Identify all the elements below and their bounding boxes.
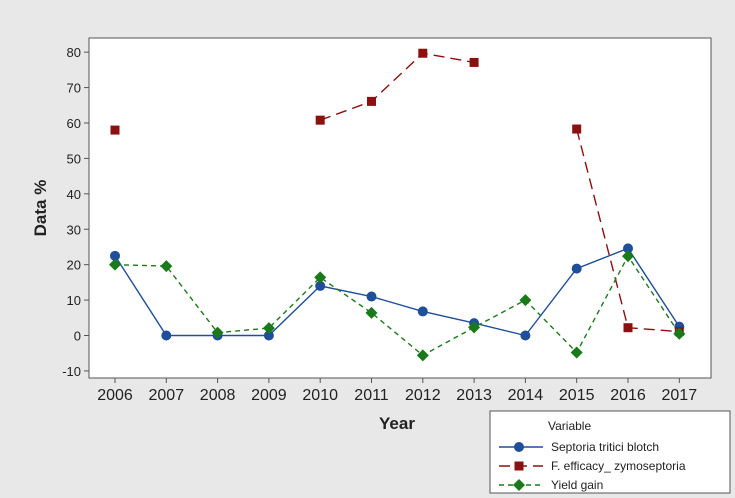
data-point-efficacy	[623, 323, 633, 333]
data-point-septoria	[571, 263, 582, 274]
data-point-yield-gain	[211, 326, 224, 339]
y-tick-label: -10	[62, 364, 81, 379]
data-point-efficacy	[315, 115, 325, 125]
data-point-yield-gain	[468, 321, 481, 334]
legend-box	[489, 410, 731, 494]
x-tick-label: 2010	[302, 387, 338, 404]
legend-marker-septoria	[514, 442, 524, 452]
series-layer	[109, 48, 686, 362]
y-tick-label: 30	[67, 222, 81, 237]
legend-marker-yield-gain	[513, 479, 525, 491]
data-point-yield-gain	[673, 327, 686, 340]
y-tick-label: 80	[67, 45, 81, 60]
data-point-septoria	[520, 330, 531, 341]
x-tick-label: 2016	[610, 387, 646, 404]
y-tick-label: 50	[67, 151, 81, 166]
legend-items: Septoria tritici blotch F. efficacy_ zymo…	[499, 440, 686, 492]
data-point-septoria	[417, 306, 428, 317]
legend-label-efficacy: F. efficacy_ zymoseptoria	[551, 459, 686, 473]
legend-title: Variable	[548, 419, 591, 433]
x-tick-label: 2015	[559, 387, 595, 404]
x-tick-label: 2017	[662, 387, 698, 404]
data-point-septoria	[161, 330, 172, 341]
data-point-yield-gain	[416, 349, 429, 362]
y-tick-label: 40	[67, 187, 81, 202]
series-yield-gain	[109, 250, 686, 362]
x-tick-label: 2013	[456, 387, 492, 404]
y-tick-label: 60	[67, 116, 81, 131]
data-point-yield-gain	[314, 271, 327, 284]
y-axis: -10 0 10 20 30 40 50 60 70 80	[62, 45, 89, 379]
y-tick-label: 0	[74, 329, 81, 344]
data-point-septoria	[366, 291, 377, 302]
data-point-yield-gain	[570, 346, 583, 359]
x-tick-label: 2006	[97, 387, 133, 404]
y-tick-label: 70	[67, 81, 81, 96]
legend-label-septoria: Septoria tritici blotch	[551, 440, 659, 454]
data-point-efficacy	[572, 124, 582, 134]
series-line-yield-gain	[114, 254, 680, 357]
y-tick-label: 10	[67, 293, 81, 308]
data-point-efficacy	[110, 125, 120, 135]
data-point-yield-gain	[109, 258, 121, 271]
x-axis: 2006 2007 2008 2009 2010 2011 2012 2013 2014 2015…	[97, 378, 697, 404]
y-axis-label: Data %	[31, 180, 50, 237]
data-point-yield-gain	[519, 294, 532, 307]
data-point-yield-gain	[160, 260, 173, 273]
x-tick-label: 2014	[508, 387, 544, 404]
data-point-yield-gain	[622, 250, 634, 263]
x-tick-label: 2011	[354, 387, 389, 404]
x-tick-label: 2009	[251, 387, 287, 404]
y-tick-label: 20	[67, 258, 81, 273]
x-tick-label: 2008	[200, 387, 236, 404]
legend: Variable Septoria tritici blotch F. effic…	[489, 410, 731, 494]
x-axis-label: Year	[379, 414, 415, 433]
series-line-septoria	[114, 247, 680, 337]
data-point-yield-gain	[262, 322, 275, 335]
x-tick-label: 2012	[405, 387, 441, 404]
x-tick-label: 2007	[149, 387, 185, 404]
data-point-efficacy	[367, 96, 376, 106]
series-line-efficacy	[319, 52, 475, 121]
data-point-efficacy	[469, 57, 479, 67]
data-point-efficacy	[418, 48, 428, 58]
legend-marker-efficacy	[514, 461, 524, 471]
legend-label-yield-gain: Yield gain	[551, 478, 603, 492]
data-point-yield-gain	[365, 306, 378, 319]
plot-area	[88, 37, 712, 379]
